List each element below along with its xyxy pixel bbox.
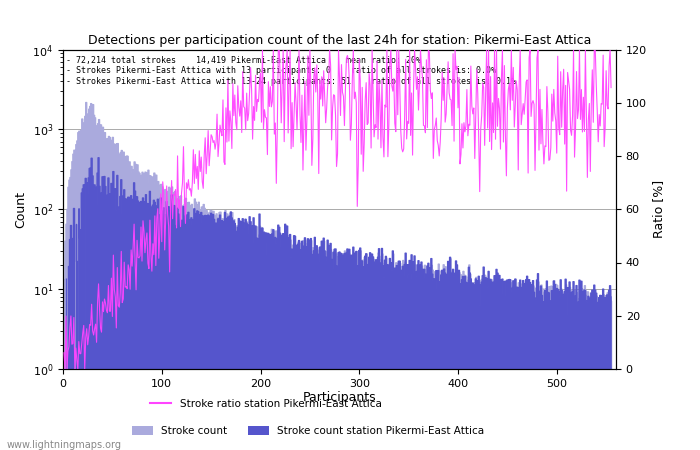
X-axis label: Participants: Participants [302, 392, 377, 405]
Y-axis label: Ratio [%]: Ratio [%] [652, 180, 666, 238]
Title: Detections per participation count of the last 24h for station: Pikermi-East Att: Detections per participation count of th… [88, 34, 592, 47]
Y-axis label: Count: Count [14, 191, 27, 228]
Legend: Stroke ratio station Pikermi-East Attica: Stroke ratio station Pikermi-East Attica [146, 395, 386, 413]
Text: - 72,214 total strokes    14,419 Pikermi-East Attica    mean ratio: 20%
- Stroke: - 72,214 total strokes 14,419 Pikermi-Ea… [66, 56, 516, 86]
Legend: Stroke count, Stroke count station Pikermi-East Attica: Stroke count, Stroke count station Piker… [127, 422, 489, 440]
Text: www.lightningmaps.org: www.lightningmaps.org [7, 440, 122, 450]
